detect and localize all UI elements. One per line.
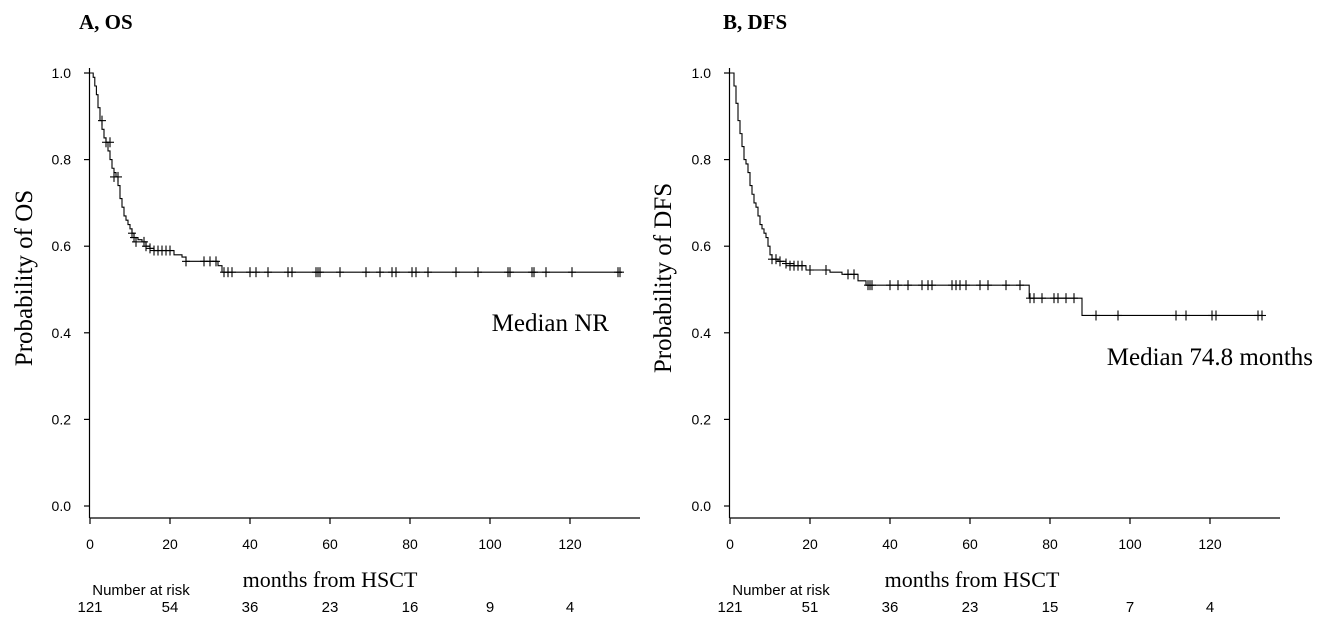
x-tick-label: 120 [558, 536, 582, 552]
x-tick-label: 120 [1198, 536, 1222, 552]
x-tick-label: 80 [1042, 536, 1058, 552]
panel-os: A, OS Probability of OS months from HSCT… [11, 10, 640, 616]
y-tick-label: 0.4 [692, 325, 712, 341]
risk-count: 51 [802, 599, 819, 616]
x-tick-label: 100 [1118, 536, 1142, 552]
x-tick-label: 0 [86, 536, 94, 552]
y-tick-label: 0.2 [692, 411, 712, 427]
risk-count: 36 [882, 599, 899, 616]
x-tick-label: 80 [402, 536, 418, 552]
panel-dfs: B, DFS Probability of DFS months from HS… [650, 10, 1313, 616]
survival-step-line [90, 72, 622, 273]
survival-curve [730, 72, 1266, 321]
risk-count: 4 [1206, 599, 1214, 616]
x-tick-label: 20 [802, 536, 818, 552]
risk-count: 23 [322, 599, 339, 616]
axes: 0.0 0.2 0.4 0.6 0.8 1.0 0 20 40 60 80 100 120 [52, 65, 640, 552]
x-tick-label: 60 [322, 536, 338, 552]
x-tick-label: 40 [882, 536, 898, 552]
risk-count: 121 [77, 599, 102, 616]
risk-count: 9 [486, 599, 494, 616]
x-tick-label: 0 [726, 536, 734, 552]
risk-table-label: Number at risk [92, 582, 190, 599]
x-axis-label: months from HSCT [885, 567, 1060, 592]
risk-count: 7 [1126, 599, 1134, 616]
x-axis-label: months from HSCT [243, 567, 418, 592]
y-tick-label: 0.8 [52, 152, 72, 168]
risk-count: 23 [962, 599, 979, 616]
survival-curve [90, 72, 624, 278]
median-annotation: Median 74.8 months [1107, 344, 1313, 371]
x-tick-label: 100 [478, 536, 502, 552]
risk-count: 54 [162, 599, 179, 616]
y-tick-label: 1.0 [52, 65, 72, 81]
y-tick-label: 0.0 [692, 498, 712, 514]
x-tick-label: 20 [162, 536, 178, 552]
median-annotation: Median NR [492, 310, 610, 337]
y-tick-label: 0.6 [692, 238, 712, 254]
x-tick-label: 40 [242, 536, 258, 552]
risk-count: 121 [717, 599, 742, 616]
risk-table: 121 51 36 23 15 7 4 [717, 599, 1214, 616]
y-tick-label: 0.4 [52, 325, 72, 341]
axes: 0.0 0.2 0.4 0.6 0.8 1.0 0 20 40 60 80 100 120 [692, 65, 1280, 552]
panel-title: A, OS [79, 10, 133, 34]
risk-table: 121 54 36 23 16 9 4 [77, 599, 574, 616]
risk-count: 16 [402, 599, 419, 616]
y-tick-label: 1.0 [692, 65, 712, 81]
risk-count: 36 [242, 599, 259, 616]
y-tick-label: 0.8 [692, 152, 712, 168]
y-axis-label: Probability of OS [11, 190, 38, 366]
risk-table-label: Number at risk [732, 582, 830, 599]
y-tick-label: 0.2 [52, 411, 72, 427]
y-axis-label: Probability of DFS [650, 183, 677, 373]
panel-title: B, DFS [723, 10, 787, 34]
x-tick-label: 60 [962, 536, 978, 552]
survival-step-line [730, 72, 1262, 317]
y-tick-label: 0.0 [52, 498, 72, 514]
risk-count: 15 [1042, 599, 1059, 616]
risk-count: 4 [566, 599, 574, 616]
y-tick-label: 0.6 [52, 238, 72, 254]
